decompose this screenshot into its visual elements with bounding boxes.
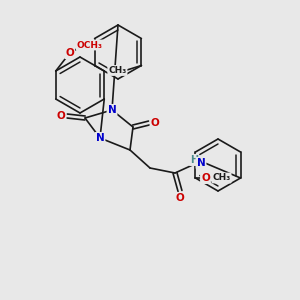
Text: CH₃: CH₃ [108, 66, 127, 75]
Text: O: O [151, 118, 159, 128]
Text: CH₃: CH₃ [212, 173, 231, 182]
Text: O: O [176, 193, 184, 203]
Text: OCH₃: OCH₃ [77, 40, 103, 50]
Text: N: N [196, 158, 206, 168]
Text: N: N [108, 105, 116, 115]
Text: O: O [65, 48, 74, 58]
Text: N: N [96, 133, 104, 143]
Text: O: O [57, 111, 65, 121]
Text: H: H [190, 155, 198, 165]
Text: O: O [201, 173, 210, 183]
